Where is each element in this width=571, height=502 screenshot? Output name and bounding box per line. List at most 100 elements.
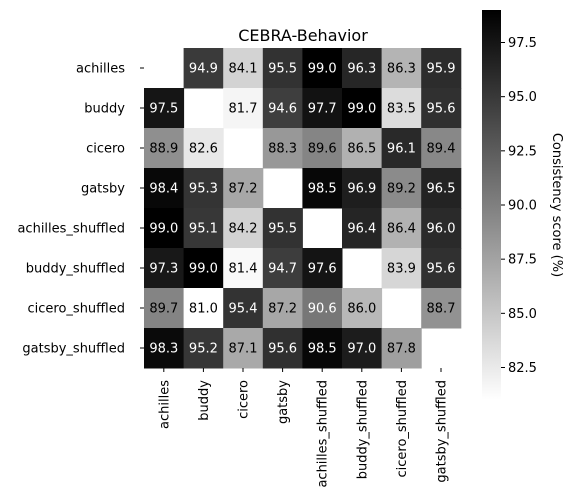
chart-title: CEBRA-Behavior [238, 26, 368, 45]
heatmap-cell [183, 168, 224, 209]
heatmap-cell [302, 128, 343, 169]
heatmap-cell [421, 48, 462, 89]
heatmap-cell [262, 88, 303, 129]
column-label: achilles [157, 380, 172, 429]
heatmap-cell [421, 248, 462, 289]
heatmap-cell [144, 248, 185, 289]
cell-value-label: 95.5 [268, 62, 297, 77]
heatmap-cell [144, 288, 185, 329]
colorbar-tick-label: 82.5 [508, 361, 537, 376]
cell-value-label: 88.9 [149, 142, 178, 157]
heatmap-cell [302, 168, 343, 209]
heatmap-cell [342, 208, 383, 249]
column-label: buddy [197, 380, 212, 421]
heatmap-cell [223, 48, 264, 89]
heatmap-cell [223, 288, 264, 329]
cell-value-label: 97.5 [149, 102, 178, 117]
heatmap-cell [342, 48, 383, 89]
cell-value-label: 99.0 [189, 262, 218, 277]
heatmap-cell [421, 208, 462, 249]
heatmap-cell [262, 128, 303, 169]
cell-value-label: 96.9 [347, 182, 376, 197]
cell-value-label: 96.0 [427, 222, 456, 237]
heatmap-cell [342, 128, 383, 169]
cell-value-label: 88.3 [268, 142, 297, 157]
cell-value-label: 89.2 [387, 182, 416, 197]
cell-value-label: 86.3 [387, 62, 416, 77]
column-label: gatsby [276, 380, 291, 424]
heatmap-cell [223, 168, 264, 209]
cell-value-label: 98.5 [308, 342, 337, 357]
cell-value-label: 97.0 [347, 342, 376, 357]
column-label: buddy_shuffled [355, 380, 370, 479]
cell-value-label: 86.4 [387, 222, 416, 237]
colorbar-tick-label: 87.5 [508, 253, 537, 268]
colorbar-tick-label: 85.0 [508, 307, 537, 322]
heatmap-cell [342, 168, 383, 209]
heatmap-cell [342, 88, 383, 129]
heatmap-cell [302, 288, 343, 329]
colorbar-ticks: 82.5 85.0 87.5 90.0 92.5 95.0 97.5 [501, 36, 537, 376]
cell-value-label: 89.6 [308, 142, 337, 157]
heatmap-cell [144, 88, 185, 129]
cell-value-label: 90.6 [308, 302, 337, 317]
heatmap-cell [144, 328, 185, 369]
row-label: achilles_shuffled [17, 222, 125, 237]
heatmap-cell [183, 248, 224, 289]
cell-value-label: 94.9 [189, 62, 218, 77]
heatmap-cell [342, 288, 383, 329]
cell-value-label: 94.6 [268, 102, 297, 117]
heatmap-cell [223, 208, 264, 249]
cell-value-label: 97.6 [308, 262, 337, 277]
heatmap-cell [302, 88, 343, 129]
cell-value-label: 87.8 [387, 342, 416, 357]
heatmap-cell [381, 248, 422, 289]
heatmap-cell [421, 288, 462, 329]
cell-value-label: 95.6 [268, 342, 297, 357]
cell-value-label: 84.1 [229, 62, 258, 77]
heatmap-cell [381, 168, 422, 209]
cell-value-label: 95.5 [268, 222, 297, 237]
cell-value-label: 99.0 [347, 102, 376, 117]
heatmap-cell [381, 88, 422, 129]
cell-value-label: 99.0 [308, 62, 337, 77]
column-label: achilles_shuffled [316, 380, 331, 488]
cell-value-label: 95.3 [189, 182, 218, 197]
cell-value-label: 97.3 [149, 262, 178, 277]
heatmap-cell [421, 168, 462, 209]
heatmap-cell [381, 208, 422, 249]
cell-value-label: 96.1 [387, 142, 416, 157]
heatmap-cell [183, 48, 224, 89]
column-label: cicero [237, 380, 252, 419]
cell-value-label: 98.4 [149, 182, 178, 197]
cell-value-label: 87.1 [229, 342, 258, 357]
heatmap-cell [183, 208, 224, 249]
heatmap-cell [223, 328, 264, 369]
cell-value-label: 89.7 [149, 302, 178, 317]
cell-value-label: 82.6 [189, 142, 218, 157]
cell-value-label: 95.6 [427, 102, 456, 117]
heatmap-cell [183, 128, 224, 169]
cell-value-label: 89.4 [427, 142, 456, 157]
row-labels: achilles buddy cicero gatsby achilles_shuffl… [17, 62, 144, 357]
heatmap-cell [342, 328, 383, 369]
row-label: gatsby_shuffled [22, 342, 125, 357]
cell-value-label: 97.7 [308, 102, 337, 117]
row-label: gatsby [81, 182, 125, 197]
heatmap-cell [262, 48, 303, 89]
row-label: buddy [84, 102, 125, 117]
cell-value-label: 83.5 [387, 102, 416, 117]
heatmap-cell [262, 248, 303, 289]
row-label: buddy_shuffled [26, 262, 125, 277]
column-label: cicero_shuffled [395, 380, 410, 478]
heatmap-cell [421, 128, 462, 169]
cell-value-label: 96.4 [347, 222, 376, 237]
heatmap-cell [302, 48, 343, 89]
cell-value-label: 95.1 [189, 222, 218, 237]
colorbar [482, 10, 501, 400]
cell-value-label: 86.5 [347, 142, 376, 157]
cell-value-label: 98.5 [308, 182, 337, 197]
row-label: cicero [86, 142, 125, 157]
cell-value-label: 81.0 [189, 302, 218, 317]
